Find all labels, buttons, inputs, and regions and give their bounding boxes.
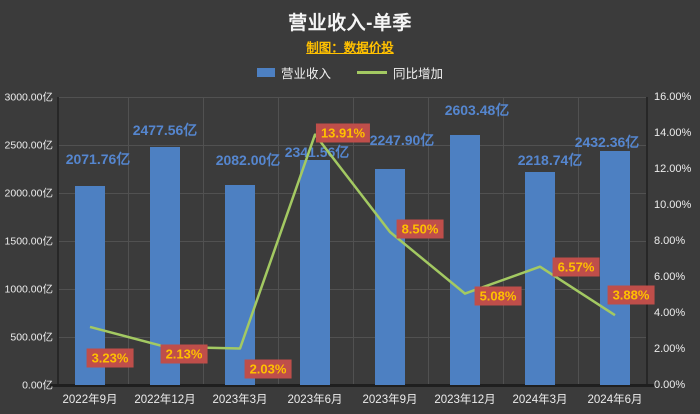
left-axis-tick-label: 1000.00亿	[4, 283, 53, 296]
bar-value-label: 2603.48亿	[444, 102, 510, 118]
revenue-bar	[375, 169, 405, 385]
bar-value-label: 2341.56亿	[284, 144, 350, 160]
v-gridline	[202, 97, 204, 385]
yoy-value-label: 5.08%	[474, 286, 522, 306]
v-gridline	[502, 97, 504, 385]
yoy-value-label: 3.23%	[86, 348, 134, 368]
revenue-bar	[225, 185, 255, 385]
bar-value-label: 2247.90亿	[369, 132, 435, 148]
bar-swatch-icon	[256, 67, 275, 77]
revenue-bar	[600, 151, 630, 385]
x-axis-tick-label: 2023年6月	[287, 394, 343, 406]
legend-label-yoy: 同比增加	[393, 66, 444, 81]
bar-value-label: 2218.74亿	[517, 152, 583, 168]
right-axis-tick-label: 6.00%	[654, 271, 686, 283]
revenue-bar	[300, 160, 330, 385]
revenue-bar	[525, 172, 555, 385]
right-axis-tick-label: 8.00%	[654, 235, 686, 247]
revenue-bar	[450, 135, 480, 385]
right-axis-tick-label: 12.00%	[654, 163, 692, 175]
right-axis-tick-label: 10.00%	[654, 199, 692, 211]
yoy-value-label: 2.03%	[244, 359, 292, 379]
y-axis-line-left	[57, 97, 59, 385]
right-axis-tick-label: 14.00%	[654, 127, 692, 139]
right-axis-tick-label: 16.00%	[654, 91, 692, 103]
x-axis-tick-label: 2024年3月	[512, 394, 568, 406]
x-axis-tick-label: 2023年3月	[212, 394, 268, 406]
bar-value-label: 2071.76亿	[65, 151, 131, 167]
bar-value-label: 2082.00亿	[215, 152, 281, 168]
x-axis-tick-label: 2023年12月	[434, 394, 496, 406]
y-axis-line-right	[646, 97, 648, 385]
x-axis-tick-label: 2023年9月	[362, 394, 418, 406]
legend-item-revenue: 营业收入	[256, 63, 331, 82]
left-axis-tick-label: 0.00亿	[22, 379, 53, 392]
line-swatch-icon	[357, 70, 387, 74]
left-axis-tick-label: 1500.00亿	[4, 235, 53, 248]
bar-value-label: 2477.56亿	[132, 122, 198, 138]
yoy-value-label: 6.57%	[552, 257, 600, 277]
yoy-value-label: 8.50%	[396, 219, 444, 239]
chart-subtitle: 制图：数据价投	[306, 41, 394, 55]
chart-title: 营业收入-单季	[288, 13, 412, 34]
yoy-value-label: 13.91%	[315, 123, 371, 143]
x-axis-tick-label: 2022年9月	[62, 394, 118, 406]
x-axis-tick-label: 2024年6月	[587, 394, 643, 406]
right-axis-tick-label: 4.00%	[654, 307, 686, 319]
x-axis-tick-label: 2022年12月	[134, 394, 196, 406]
right-axis-tick-label: 0.00%	[654, 379, 686, 391]
legend-item-yoy: 同比增加	[357, 63, 443, 82]
left-axis-tick-label: 2500.00亿	[4, 139, 53, 152]
left-axis-tick-label: 2000.00亿	[4, 187, 53, 200]
v-gridline	[277, 97, 279, 385]
v-gridline	[127, 97, 129, 385]
left-axis-tick-label: 500.00亿	[10, 331, 53, 344]
chart-legend: 营业收入 同比增加	[0, 62, 700, 82]
yoy-value-label: 2.13%	[160, 344, 208, 364]
right-axis-tick-label: 2.00%	[654, 343, 686, 355]
left-axis-tick-label: 3000.00亿	[4, 91, 53, 104]
h-gridline	[57, 97, 647, 98]
legend-label-revenue: 营业收入	[280, 66, 331, 81]
yoy-value-label: 3.88%	[607, 285, 655, 305]
x-axis-line	[50, 384, 656, 387]
bar-value-label: 2432.36亿	[574, 134, 640, 150]
